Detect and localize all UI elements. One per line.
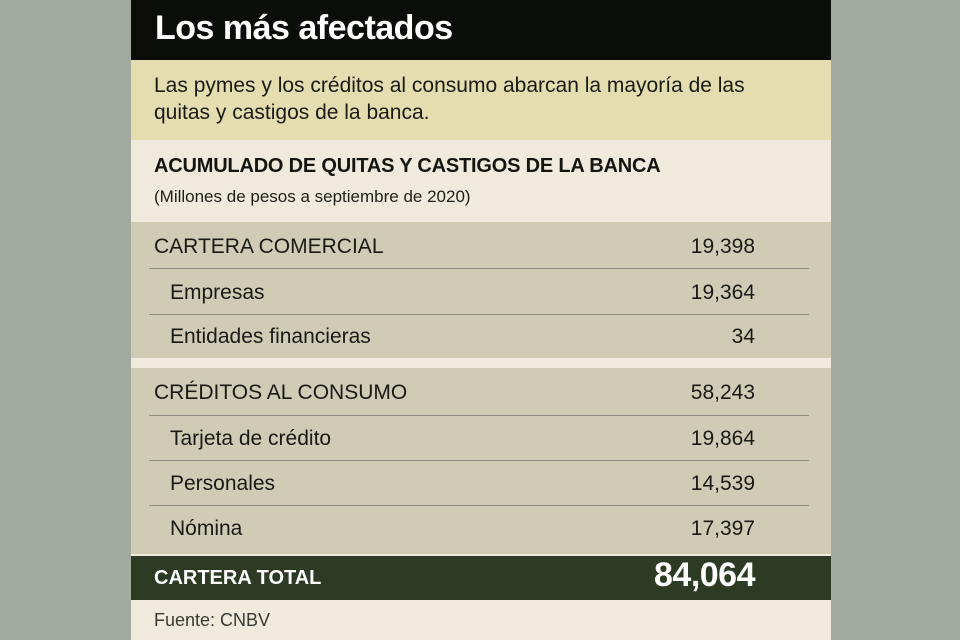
total-row: CARTERA TOTAL 84,064	[131, 556, 831, 600]
table-row: Tarjeta de crédito 19,864	[131, 416, 831, 461]
source-box: Fuente: CNBV	[131, 600, 831, 640]
row-value: 34	[731, 325, 755, 348]
row-value: 19,864	[690, 427, 755, 450]
row-label: CARTERA COMERCIAL	[154, 235, 384, 258]
subtitle: Las pymes y los créditos al consumo abar…	[154, 74, 745, 124]
row-value: 19,398	[690, 235, 755, 258]
total-label: CARTERA TOTAL	[154, 567, 322, 589]
table-row: Empresas 19,364	[131, 270, 831, 315]
table-row: CRÉDITOS AL CONSUMO 58,243	[131, 370, 831, 415]
row-divider	[149, 314, 809, 315]
total-value: 84,064	[654, 556, 756, 594]
row-value: 58,243	[690, 381, 755, 404]
row-label: CRÉDITOS AL CONSUMO	[154, 381, 408, 404]
table-unit: (Millones de pesos a septiembre de 2020)	[154, 187, 471, 206]
table-row: Nómina 17,397	[131, 506, 831, 551]
row-label: Personales	[170, 472, 276, 495]
subtitle-box: Las pymes y los créditos al consumo abar…	[131, 60, 831, 140]
table-row: Entidades financieras 34	[131, 314, 831, 359]
row-divider	[149, 415, 809, 416]
table-title: ACUMULADO DE QUITAS Y CASTIGOS DE LA BAN…	[154, 155, 661, 177]
table-row: Personales 14,539	[131, 461, 831, 506]
row-divider	[149, 268, 809, 269]
row-label: Entidades financieras	[170, 325, 371, 348]
row-label: Nómina	[170, 517, 243, 540]
row-divider	[149, 505, 809, 506]
table-header: ACUMULADO DE QUITAS Y CASTIGOS DE LA BAN…	[131, 140, 831, 222]
row-value: 17,397	[690, 517, 755, 540]
row-value: 19,364	[690, 281, 755, 304]
row-value: 14,539	[690, 472, 755, 495]
infographic-card: Los más afectados Las pymes y los crédit…	[131, 0, 831, 640]
table-row: CARTERA COMERCIAL 19,398	[131, 224, 831, 269]
section-cartera-comercial: CARTERA COMERCIAL 19,398 Empresas 19,364…	[131, 222, 831, 358]
page-title: Los más afectados	[155, 9, 453, 47]
row-label: Tarjeta de crédito	[170, 427, 332, 450]
section-creditos-consumo: CRÉDITOS AL CONSUMO 58,243 Tarjeta de cr…	[131, 368, 831, 554]
row-divider	[149, 460, 809, 461]
title-bar: Los más afectados	[131, 0, 831, 60]
row-label: Empresas	[170, 281, 265, 304]
source-note: Fuente: CNBV	[154, 610, 271, 630]
